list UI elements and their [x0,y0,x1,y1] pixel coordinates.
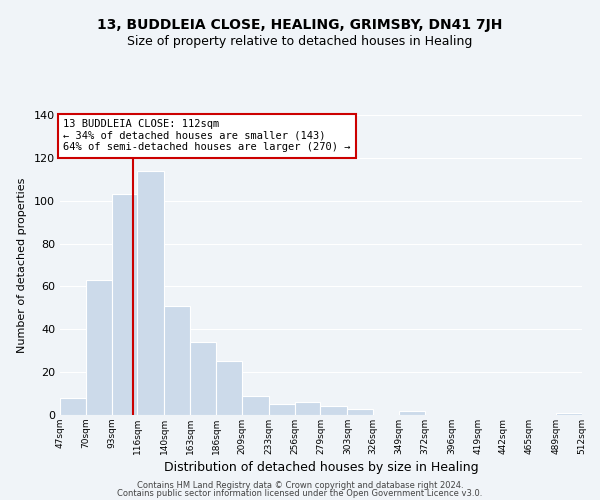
Text: 13 BUDDLEIA CLOSE: 112sqm
← 34% of detached houses are smaller (143)
64% of semi: 13 BUDDLEIA CLOSE: 112sqm ← 34% of detac… [64,120,351,152]
Bar [242,396,269,415]
Bar [60,398,86,415]
Y-axis label: Number of detached properties: Number of detached properties [17,178,27,352]
Bar [269,404,295,415]
Bar [164,306,190,415]
Text: Contains public sector information licensed under the Open Government Licence v3: Contains public sector information licen… [118,490,482,498]
Bar [112,194,137,415]
Bar [347,408,373,415]
Text: Distribution of detached houses by size in Healing: Distribution of detached houses by size … [164,461,478,474]
Bar [556,413,582,415]
Bar [86,280,112,415]
Text: Contains HM Land Registry data © Crown copyright and database right 2024.: Contains HM Land Registry data © Crown c… [137,480,463,490]
Bar [399,410,425,415]
Bar [216,362,242,415]
Text: 13, BUDDLEIA CLOSE, HEALING, GRIMSBY, DN41 7JH: 13, BUDDLEIA CLOSE, HEALING, GRIMSBY, DN… [97,18,503,32]
Bar [295,402,320,415]
Bar [137,170,164,415]
Text: Size of property relative to detached houses in Healing: Size of property relative to detached ho… [127,35,473,48]
Bar [320,406,347,415]
Bar [190,342,216,415]
